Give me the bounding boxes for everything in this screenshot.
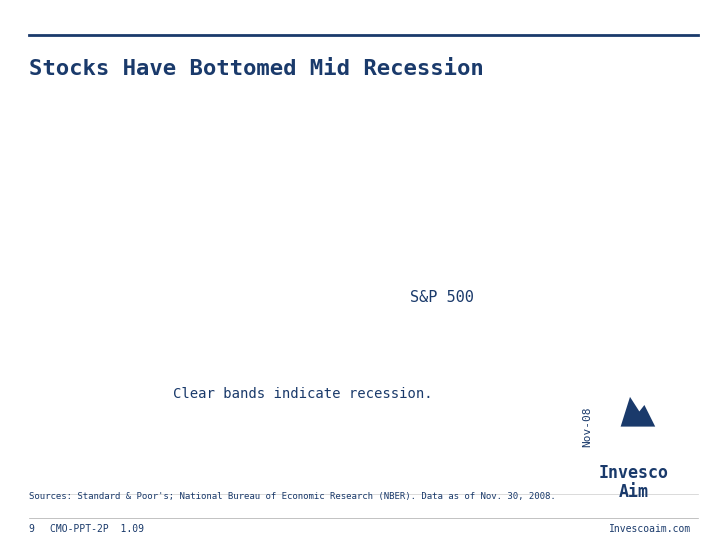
Text: Invesco: Invesco [598, 464, 669, 482]
Text: Stocks Have Bottomed Mid Recession: Stocks Have Bottomed Mid Recession [29, 59, 484, 79]
Text: Sources: Standard & Poor's; National Bureau of Economic Research (NBER). Data as: Sources: Standard & Poor's; National Bur… [29, 492, 556, 501]
Polygon shape [621, 397, 655, 427]
Text: CMO-PPT-2P  1.09: CMO-PPT-2P 1.09 [50, 524, 145, 534]
Text: 9: 9 [29, 524, 35, 534]
Text: S&P 500: S&P 500 [410, 289, 474, 305]
Text: Nov-08: Nov-08 [582, 407, 592, 447]
Text: Clear bands indicate recession.: Clear bands indicate recession. [173, 387, 433, 401]
Text: Invescoaim.com: Invescoaim.com [609, 524, 691, 534]
Text: Aim: Aim [618, 483, 649, 501]
